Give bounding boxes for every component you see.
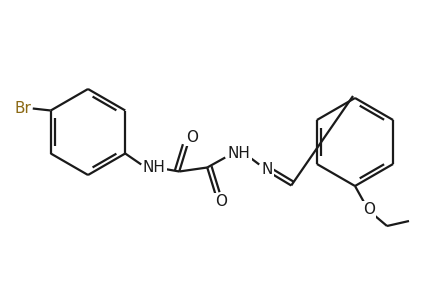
Text: Br: Br <box>14 101 31 116</box>
Text: NH: NH <box>228 146 251 161</box>
Text: NH: NH <box>143 160 166 175</box>
Text: O: O <box>363 202 375 217</box>
Text: N: N <box>261 162 273 177</box>
Text: O: O <box>186 130 198 145</box>
Text: O: O <box>215 194 227 209</box>
